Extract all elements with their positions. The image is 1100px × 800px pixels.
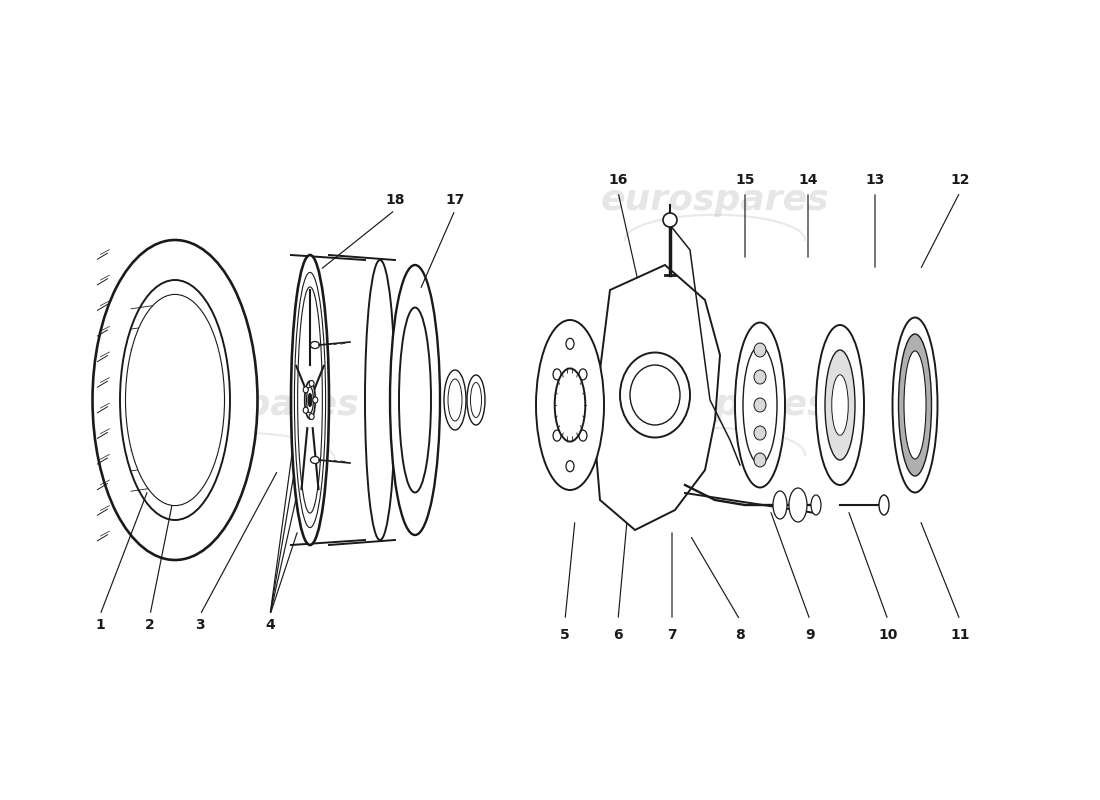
Ellipse shape xyxy=(754,370,766,384)
Text: 5: 5 xyxy=(560,628,570,642)
Ellipse shape xyxy=(879,495,889,515)
Ellipse shape xyxy=(304,386,308,393)
Ellipse shape xyxy=(312,397,318,403)
Text: 17: 17 xyxy=(446,193,464,207)
Text: 7: 7 xyxy=(668,628,676,642)
Ellipse shape xyxy=(120,280,230,520)
Ellipse shape xyxy=(310,342,319,349)
Ellipse shape xyxy=(125,294,224,506)
Ellipse shape xyxy=(292,255,329,545)
Text: 4: 4 xyxy=(265,618,275,632)
Ellipse shape xyxy=(307,387,314,413)
Ellipse shape xyxy=(553,369,561,380)
Ellipse shape xyxy=(892,318,937,493)
Text: 14: 14 xyxy=(799,173,817,187)
Ellipse shape xyxy=(295,272,326,528)
Text: 8: 8 xyxy=(735,628,745,642)
Ellipse shape xyxy=(298,287,322,513)
Ellipse shape xyxy=(754,343,766,357)
Ellipse shape xyxy=(309,414,315,419)
Text: 1: 1 xyxy=(95,618,104,632)
Ellipse shape xyxy=(536,320,604,490)
Ellipse shape xyxy=(566,338,574,350)
Ellipse shape xyxy=(789,488,807,522)
Ellipse shape xyxy=(304,407,308,414)
Text: 15: 15 xyxy=(735,173,755,187)
Text: 18: 18 xyxy=(385,193,405,207)
Ellipse shape xyxy=(399,307,431,493)
Text: eurospares: eurospares xyxy=(601,183,829,217)
Text: 16: 16 xyxy=(608,173,628,187)
Ellipse shape xyxy=(754,453,766,467)
Ellipse shape xyxy=(754,398,766,412)
Ellipse shape xyxy=(579,430,587,441)
Ellipse shape xyxy=(630,365,680,425)
Text: 3: 3 xyxy=(195,618,205,632)
Ellipse shape xyxy=(811,495,821,515)
Ellipse shape xyxy=(553,430,561,441)
Ellipse shape xyxy=(620,353,690,438)
Ellipse shape xyxy=(365,260,395,540)
Ellipse shape xyxy=(773,491,786,519)
Text: 13: 13 xyxy=(866,173,884,187)
Ellipse shape xyxy=(825,350,855,460)
Ellipse shape xyxy=(471,382,482,418)
Text: 9: 9 xyxy=(805,628,815,642)
Ellipse shape xyxy=(579,369,587,380)
Circle shape xyxy=(663,213,676,227)
Ellipse shape xyxy=(899,334,932,476)
Ellipse shape xyxy=(742,346,777,464)
Text: 12: 12 xyxy=(950,173,970,187)
Ellipse shape xyxy=(305,381,316,419)
Ellipse shape xyxy=(566,461,574,472)
Text: eurospares: eurospares xyxy=(601,388,829,422)
Ellipse shape xyxy=(92,240,257,560)
Ellipse shape xyxy=(754,426,766,440)
Ellipse shape xyxy=(309,381,315,386)
Ellipse shape xyxy=(816,325,864,485)
Ellipse shape xyxy=(448,379,462,421)
Ellipse shape xyxy=(554,369,585,442)
Text: 2: 2 xyxy=(145,618,155,632)
Ellipse shape xyxy=(308,394,312,406)
Ellipse shape xyxy=(310,457,319,463)
Polygon shape xyxy=(595,265,720,530)
Ellipse shape xyxy=(904,351,926,459)
Ellipse shape xyxy=(832,374,848,435)
Text: 6: 6 xyxy=(613,628,623,642)
Text: 11: 11 xyxy=(950,628,970,642)
Ellipse shape xyxy=(735,322,785,487)
Text: eurospares: eurospares xyxy=(131,388,360,422)
Ellipse shape xyxy=(390,265,440,535)
Ellipse shape xyxy=(444,370,466,430)
Ellipse shape xyxy=(468,375,485,425)
Text: 10: 10 xyxy=(878,628,898,642)
